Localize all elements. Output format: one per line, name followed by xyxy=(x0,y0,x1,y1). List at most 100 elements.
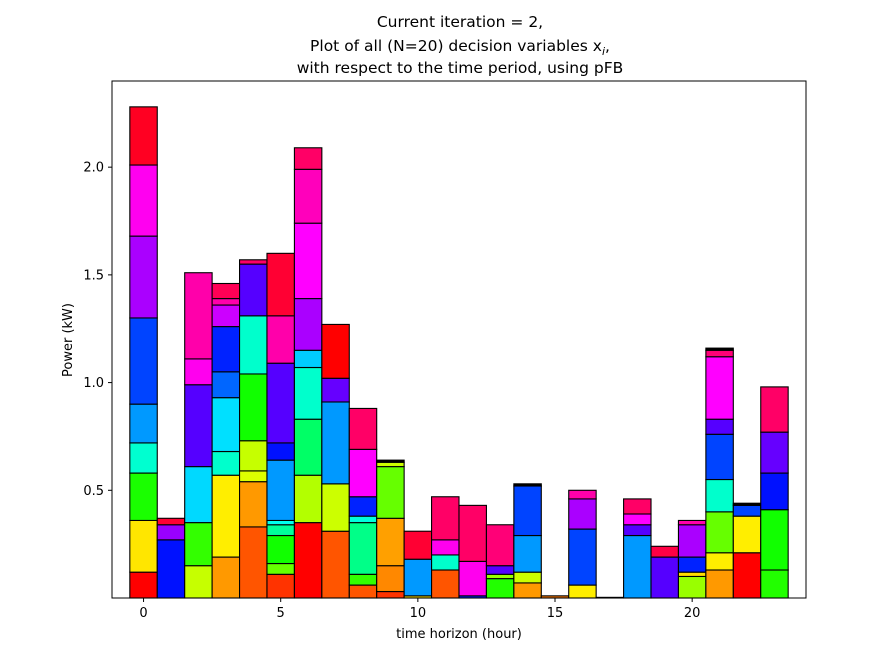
bar-segment xyxy=(650,545,679,558)
bar-segment xyxy=(623,513,652,526)
x-tick-label: 5 xyxy=(277,606,285,621)
bar-segment xyxy=(732,504,762,517)
bar-segment xyxy=(266,519,295,526)
bar-segment xyxy=(129,403,158,444)
bar-segment xyxy=(239,440,268,472)
y-tick-label: 1.0 xyxy=(83,376,104,391)
bar-segment xyxy=(211,397,241,453)
bar-segment xyxy=(705,347,734,351)
x-tick-label: 20 xyxy=(684,606,701,621)
bar-segment xyxy=(458,560,487,597)
bar-segment xyxy=(266,459,295,521)
bar-segment xyxy=(705,433,734,481)
bar-segment xyxy=(156,524,186,541)
bar-segment xyxy=(732,502,762,506)
bar-segment xyxy=(623,498,652,515)
bar-segment xyxy=(760,569,789,599)
bar-segment xyxy=(376,459,405,463)
bar-segment xyxy=(705,349,734,358)
bar-segment xyxy=(513,534,542,573)
title-line-1: Current iteration = 2, xyxy=(377,13,543,31)
bar-segment xyxy=(650,556,679,599)
x-tick-label: 10 xyxy=(410,606,427,621)
bar-segment xyxy=(403,558,433,597)
x-tick-label: 15 xyxy=(547,606,564,621)
bar-segment xyxy=(348,496,378,517)
bar-segment xyxy=(129,472,158,521)
bar-stack xyxy=(184,272,213,599)
title-comma: , xyxy=(605,37,610,55)
bar-segment xyxy=(211,556,241,599)
bar-segment xyxy=(705,569,734,599)
bar-segment xyxy=(129,317,158,405)
bar-segment xyxy=(239,259,268,265)
bar-segment xyxy=(485,573,515,580)
bar-segment xyxy=(184,384,213,468)
bar-segment xyxy=(348,407,378,450)
y-axis-label: Power (kW) xyxy=(61,303,76,377)
bar-segment xyxy=(623,534,652,599)
bar-segment xyxy=(129,519,158,573)
bar-segment xyxy=(513,485,542,537)
title-line-3: with respect to the time period, using p… xyxy=(297,59,624,77)
bar-segment xyxy=(760,431,789,474)
bar-stack xyxy=(623,498,652,599)
x-tick-label: 0 xyxy=(139,606,147,621)
bar-segment xyxy=(376,461,405,468)
bar-segment xyxy=(705,418,734,435)
bar-segment xyxy=(568,498,597,530)
bar-segment xyxy=(184,565,213,599)
bar-segment xyxy=(677,575,707,599)
bar-stack xyxy=(458,504,487,599)
bar-segment xyxy=(760,472,789,511)
bar-stack xyxy=(376,459,405,599)
bar-segment xyxy=(293,474,323,524)
bar-segment xyxy=(239,315,268,375)
bar-stack xyxy=(239,259,268,599)
bar-stack xyxy=(129,106,158,599)
bar-segment xyxy=(321,323,350,379)
bar-stack xyxy=(760,386,789,599)
bar-segment xyxy=(266,252,295,317)
bar-segment xyxy=(184,358,213,386)
bar-segment xyxy=(403,530,433,560)
bar-stack xyxy=(211,282,241,599)
axes-frame xyxy=(111,80,807,599)
bar-segment xyxy=(293,418,323,476)
bar-segment xyxy=(239,470,268,483)
y-tick-label: 2.0 xyxy=(83,161,104,176)
bar-segment xyxy=(211,282,241,300)
bar-segment xyxy=(129,235,158,319)
bar-stack xyxy=(403,530,433,599)
bar-segment xyxy=(732,515,762,554)
bar-segment xyxy=(129,164,158,237)
bar-segment xyxy=(568,489,597,500)
bar-segment xyxy=(677,571,707,578)
bar-segment xyxy=(321,401,350,485)
bar-segment xyxy=(485,565,515,575)
bar-segment xyxy=(129,106,158,166)
bar-segment xyxy=(266,534,295,565)
bar-stack xyxy=(348,407,378,599)
bar-stack xyxy=(568,489,597,599)
bar-segment xyxy=(293,522,323,599)
bar-segment xyxy=(211,326,241,373)
chart-title: Current iteration = 2, Plot of all (N=20… xyxy=(297,13,624,77)
bar-segment xyxy=(293,349,323,369)
bar-segment xyxy=(293,366,323,420)
bar-segment xyxy=(677,519,707,526)
bar-segment xyxy=(376,517,405,567)
bar-segment xyxy=(485,578,515,599)
x-axis-label: time horizon (hour) xyxy=(396,627,522,642)
x-axis: 0 5 10 15 20 xyxy=(139,598,700,621)
bar-segment xyxy=(348,584,378,599)
bar-segment xyxy=(376,565,405,593)
bar-stack xyxy=(293,147,323,599)
bar-segment xyxy=(431,554,460,571)
bar-segment xyxy=(458,504,487,562)
bar-segment xyxy=(239,481,268,528)
bar-segment xyxy=(705,478,734,513)
bar-segment xyxy=(348,573,378,586)
bar-segment xyxy=(266,315,295,364)
